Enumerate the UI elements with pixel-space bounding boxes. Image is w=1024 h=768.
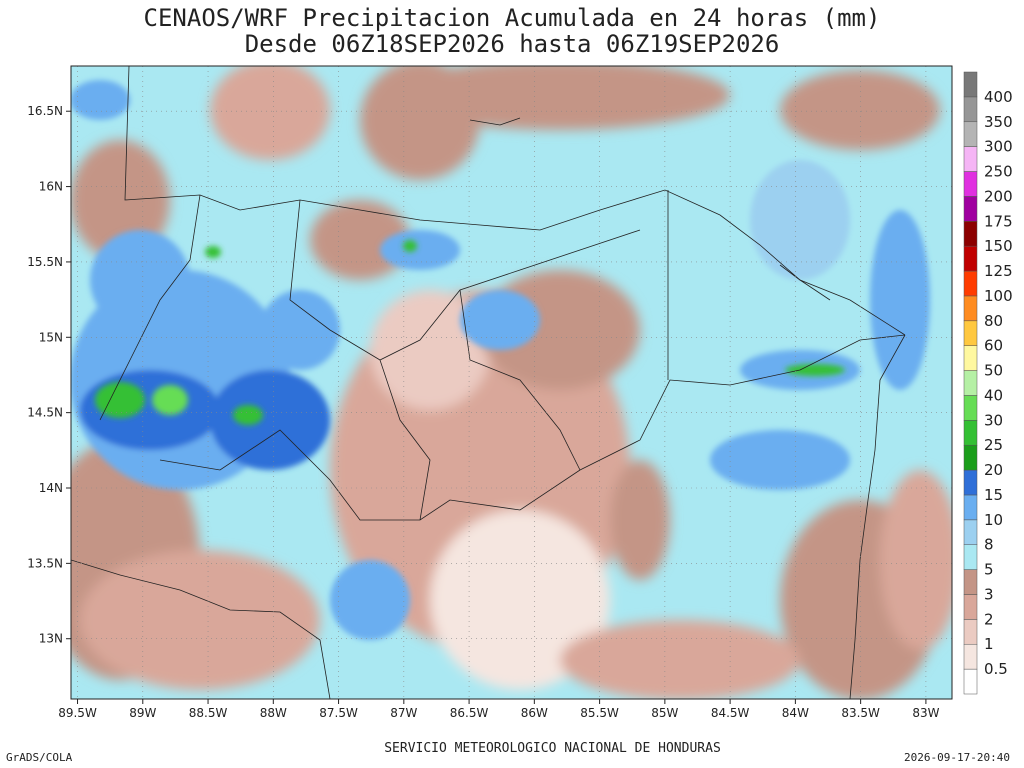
mosquitia-coastline [849, 334, 906, 699]
lon-tick-label: 88W [260, 706, 287, 720]
colorbar-labels: 0.5 1 2 3 5 8 10 15 20 25 30 40 50 60 80 100 125 150 175 20… [984, 88, 1013, 678]
colorbar-level-label: 400 [984, 88, 1013, 106]
department-boundary [379, 359, 431, 521]
colorbar-level-label: 250 [984, 163, 1013, 181]
colorbar-level-label: 200 [984, 187, 1013, 205]
lon-tick-label: 84W [782, 706, 809, 720]
colorbar-swatch [963, 668, 978, 695]
colorbar-level-label: 60 [984, 337, 1003, 355]
colorbar-level-label: 3 [984, 585, 994, 603]
colorbar-level-label: 40 [984, 386, 1003, 404]
lon-tick-label: 84.5W [711, 706, 750, 720]
colorbar-swatch [963, 245, 978, 272]
lon-tick-label: 83.5W [841, 706, 880, 720]
colorbar-swatch [963, 121, 978, 147]
colorbar-swatch [963, 171, 978, 197]
colorbar-level-label: 300 [984, 138, 1013, 156]
pacific-coastline [71, 559, 331, 699]
lon-tick-label: 85.5W [580, 706, 619, 720]
colorbar-level-label: 80 [984, 312, 1003, 330]
colorbar-level-label: 350 [984, 113, 1013, 131]
colorbar-level-label: 50 [984, 362, 1003, 380]
lon-tick-label: 89W [129, 706, 156, 720]
colorbar-level-label: 25 [984, 436, 1003, 454]
political-boundaries [71, 66, 906, 699]
colorbar-level-label: 15 [984, 486, 1003, 504]
grid-lines [71, 66, 952, 699]
colorbar-swatch [963, 444, 978, 471]
lon-tick-label: 85W [651, 706, 678, 720]
colorbar-swatches [963, 71, 978, 695]
lon-tick-label: 87.5W [319, 706, 358, 720]
lon-tick-label: 83W [912, 706, 939, 720]
generation-timestamp: 2026-09-17-20:40 [904, 751, 1010, 764]
colorbar-level-label: 30 [984, 411, 1003, 429]
lon-tick-label: 88.5W [189, 706, 228, 720]
colorbar-swatch [963, 96, 978, 123]
brown-low-precip-areas [71, 66, 952, 699]
colorbar-swatch [963, 295, 978, 322]
colorbar-swatch [963, 395, 978, 421]
blue-moderate-precip-areas [71, 80, 930, 640]
caratasca-lagoon [779, 264, 831, 301]
colorbar-swatch [963, 519, 978, 545]
colorbar-level-label: 150 [984, 237, 1013, 255]
colorbar-swatch [963, 320, 978, 346]
department-boundary [99, 194, 201, 421]
colorbar-swatch [963, 469, 978, 496]
lon-tick-label: 89.5W [58, 706, 97, 720]
department-boundary [459, 289, 581, 471]
lat-tick-label: 15.5N [27, 255, 63, 269]
lon-tick-label: 87W [390, 706, 417, 720]
green-heavy-precip-areas [95, 240, 845, 425]
precipitation-field [71, 66, 952, 699]
national-border [159, 334, 906, 521]
colorbar-level-label: 8 [984, 536, 994, 554]
map-subtitle: Desde 06Z18SEP2026 hasta 06Z19SEP2026 [244, 30, 780, 58]
colorbar-swatch [963, 370, 978, 396]
colorbar-swatch [963, 643, 978, 670]
lat-tick-label: 13.5N [27, 556, 63, 570]
lat-tick-label: 13N [39, 632, 63, 646]
agency-name: SERVICIO METEOROLOGICO NACIONAL DE HONDU… [384, 741, 721, 756]
colorbar-level-label: 0.5 [984, 660, 1008, 678]
colorbar-swatch [963, 569, 978, 595]
colorbar-level-label: 5 [984, 561, 994, 579]
colorbar-swatch [963, 494, 978, 521]
colorbar-swatch [963, 345, 978, 371]
colorbar-swatch [963, 270, 978, 297]
map-frame [70, 65, 953, 700]
lat-tick-label: 16N [39, 180, 63, 194]
colorbar-level-label: 10 [984, 511, 1003, 529]
department-boundary [289, 199, 641, 361]
caribbean-coastline [124, 66, 906, 336]
lat-tick-label: 14.5N [27, 406, 63, 420]
colorbar-level-label: 100 [984, 287, 1013, 305]
lat-tick-label: 16.5N [27, 104, 63, 118]
colorbar-swatch [963, 594, 978, 620]
colorbar-level-label: 20 [984, 461, 1003, 479]
colorbar-swatch [963, 221, 978, 247]
lon-tick-label: 86.5W [450, 706, 489, 720]
colorbar-swatch [963, 196, 978, 222]
colorbar-swatch [963, 71, 978, 98]
colorbar-level-label: 125 [984, 262, 1013, 280]
colorbar-swatch [963, 146, 978, 172]
lat-tick-label: 14N [39, 481, 63, 495]
colorbar-swatch [963, 420, 978, 446]
longitude-axis: 89.5W 89W 88.5W 88W 87.5W 87W 86.5W 86W 85.5W 85W… [58, 699, 940, 720]
latitude-axis: 13N 13.5N 14N 14.5N 15N 15.5N 16N 16.5N [27, 104, 71, 646]
lon-tick-label: 86W [521, 706, 548, 720]
map-title: CENAOS/WRF Precipitacion Acumulada en 24… [143, 4, 881, 32]
colorbar-level-label: 1 [984, 635, 994, 653]
colorbar-level-label: 175 [984, 212, 1013, 230]
colorbar-swatch [963, 619, 978, 645]
colorbar-level-label: 2 [984, 610, 994, 628]
software-credit: GrADS/COLA [6, 751, 73, 764]
lat-tick-label: 15N [39, 330, 63, 344]
bay-islands [469, 117, 521, 126]
colorbar-swatch [963, 544, 978, 570]
